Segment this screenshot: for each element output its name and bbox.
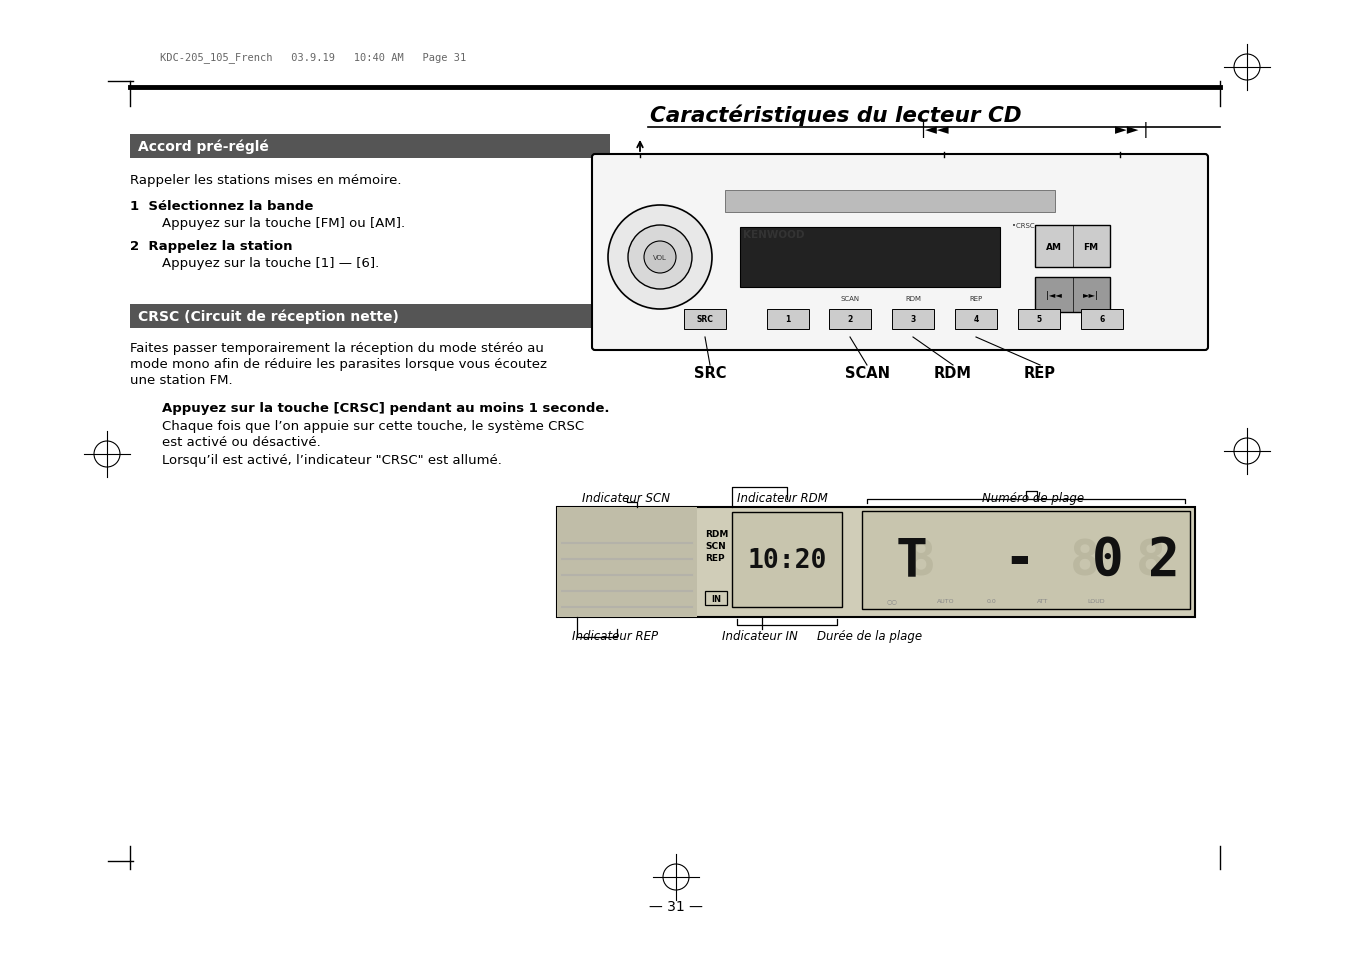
Bar: [705, 592, 727, 605]
Text: Durée de la plage: Durée de la plage: [817, 629, 923, 642]
Text: LOUD: LOUD: [1088, 598, 1105, 603]
Text: 6: 6: [1100, 315, 1105, 324]
Text: ►► |: ►► |: [1115, 122, 1148, 138]
Text: Appuyez sur la touche [CRSC] pendant au moins 1 seconde.: Appuyez sur la touche [CRSC] pendant au …: [162, 401, 609, 415]
Text: ATT: ATT: [1038, 598, 1048, 603]
Text: AM: AM: [1046, 242, 1062, 252]
Text: 5: 5: [1036, 315, 1042, 324]
Text: REP: REP: [1024, 366, 1056, 380]
Text: Caractéristiques du lecteur CD: Caractéristiques du lecteur CD: [650, 105, 1021, 127]
Text: SCAN: SCAN: [844, 366, 889, 380]
Text: Indicateur RDM: Indicateur RDM: [738, 492, 828, 504]
Text: RDM: RDM: [905, 295, 921, 302]
Text: 2: 2: [847, 315, 852, 324]
Text: CRSC (Circuit de réception nette): CRSC (Circuit de réception nette): [138, 310, 399, 324]
Text: -: -: [1004, 535, 1035, 586]
Text: 2: 2: [1148, 535, 1179, 586]
Text: RDM: RDM: [705, 530, 728, 538]
Bar: [1081, 310, 1123, 330]
Text: 8: 8: [907, 537, 936, 584]
Text: RDM: RDM: [934, 366, 971, 380]
Circle shape: [644, 242, 676, 274]
Text: Indicateur SCN: Indicateur SCN: [582, 492, 670, 504]
Text: KENWOOD: KENWOOD: [743, 230, 804, 240]
Bar: [684, 310, 725, 330]
Bar: [767, 310, 809, 330]
Text: Rappeler les stations mises en mémoire.: Rappeler les stations mises en mémoire.: [130, 173, 401, 187]
FancyBboxPatch shape: [592, 154, 1208, 351]
Text: Appuyez sur la touche [1] — [6].: Appuyez sur la touche [1] — [6].: [162, 256, 380, 270]
Bar: [892, 310, 934, 330]
Text: 2  Rappelez la station: 2 Rappelez la station: [130, 240, 293, 253]
Text: REP: REP: [705, 554, 724, 562]
Text: 4: 4: [973, 315, 978, 324]
Text: mode mono afin de réduire les parasites lorsque vous écoutez: mode mono afin de réduire les parasites …: [130, 357, 547, 371]
Text: VOL: VOL: [653, 254, 667, 261]
Text: Appuyez sur la touche [FM] ou [AM].: Appuyez sur la touche [FM] ou [AM].: [162, 216, 405, 230]
Text: Accord pré-réglé: Accord pré-réglé: [138, 140, 269, 154]
Text: T: T: [896, 535, 927, 586]
Text: SRC: SRC: [697, 315, 713, 324]
Text: •CRSC: •CRSC: [1012, 223, 1035, 229]
Text: 0: 0: [1092, 535, 1124, 586]
Text: Lorsqu’il est activé, l’indicateur "CRSC" est allumé.: Lorsqu’il est activé, l’indicateur "CRSC…: [162, 454, 501, 467]
Bar: [725, 191, 1055, 213]
Bar: [130, 135, 611, 159]
Text: 10:20: 10:20: [747, 547, 827, 573]
Bar: [1019, 310, 1061, 330]
Text: 8: 8: [1070, 537, 1100, 584]
Text: Faites passer temporairement la réception du mode stéréo au: Faites passer temporairement la réceptio…: [130, 341, 544, 355]
Text: SCAN: SCAN: [840, 295, 859, 302]
Text: Numéro de plage: Numéro de plage: [982, 492, 1084, 504]
Text: 1  Sélectionnez la bande: 1 Sélectionnez la bande: [130, 200, 313, 213]
Text: — 31 —: — 31 —: [648, 899, 703, 913]
Text: une station FM.: une station FM.: [130, 374, 232, 387]
Bar: [557, 507, 697, 618]
Bar: [732, 513, 842, 607]
Bar: [130, 305, 611, 329]
Bar: [862, 512, 1190, 609]
Text: ►►|: ►►|: [1084, 292, 1098, 300]
Circle shape: [628, 226, 692, 290]
Text: SCN: SCN: [705, 541, 725, 551]
Text: AUTO: AUTO: [938, 598, 955, 603]
Text: 0.0: 0.0: [988, 598, 997, 603]
Text: est activé ou désactivé.: est activé ou désactivé.: [162, 436, 320, 449]
Text: |◄◄: |◄◄: [920, 122, 948, 138]
Text: SRC: SRC: [694, 366, 727, 380]
Text: ○○: ○○: [888, 598, 898, 603]
Text: FM: FM: [1084, 242, 1098, 252]
Text: 3: 3: [911, 315, 916, 324]
Bar: [1035, 226, 1111, 268]
Text: Indicateur REP: Indicateur REP: [571, 629, 658, 642]
Bar: [830, 310, 871, 330]
Bar: [557, 507, 1196, 618]
Text: KDC-205_105_French   03.9.19   10:40 AM   Page 31: KDC-205_105_French 03.9.19 10:40 AM Page…: [159, 52, 466, 63]
Bar: [1035, 277, 1111, 313]
Text: Indicateur IN: Indicateur IN: [721, 629, 797, 642]
Bar: [740, 228, 1000, 288]
Bar: [955, 310, 997, 330]
Text: 1: 1: [785, 315, 790, 324]
Text: IN: IN: [711, 594, 721, 603]
Circle shape: [608, 206, 712, 310]
Text: |◄◄: |◄◄: [1046, 292, 1062, 300]
Text: 8: 8: [1136, 537, 1166, 584]
Text: Chaque fois que l’on appuie sur cette touche, le système CRSC: Chaque fois que l’on appuie sur cette to…: [162, 419, 584, 433]
Text: REP: REP: [970, 295, 982, 302]
